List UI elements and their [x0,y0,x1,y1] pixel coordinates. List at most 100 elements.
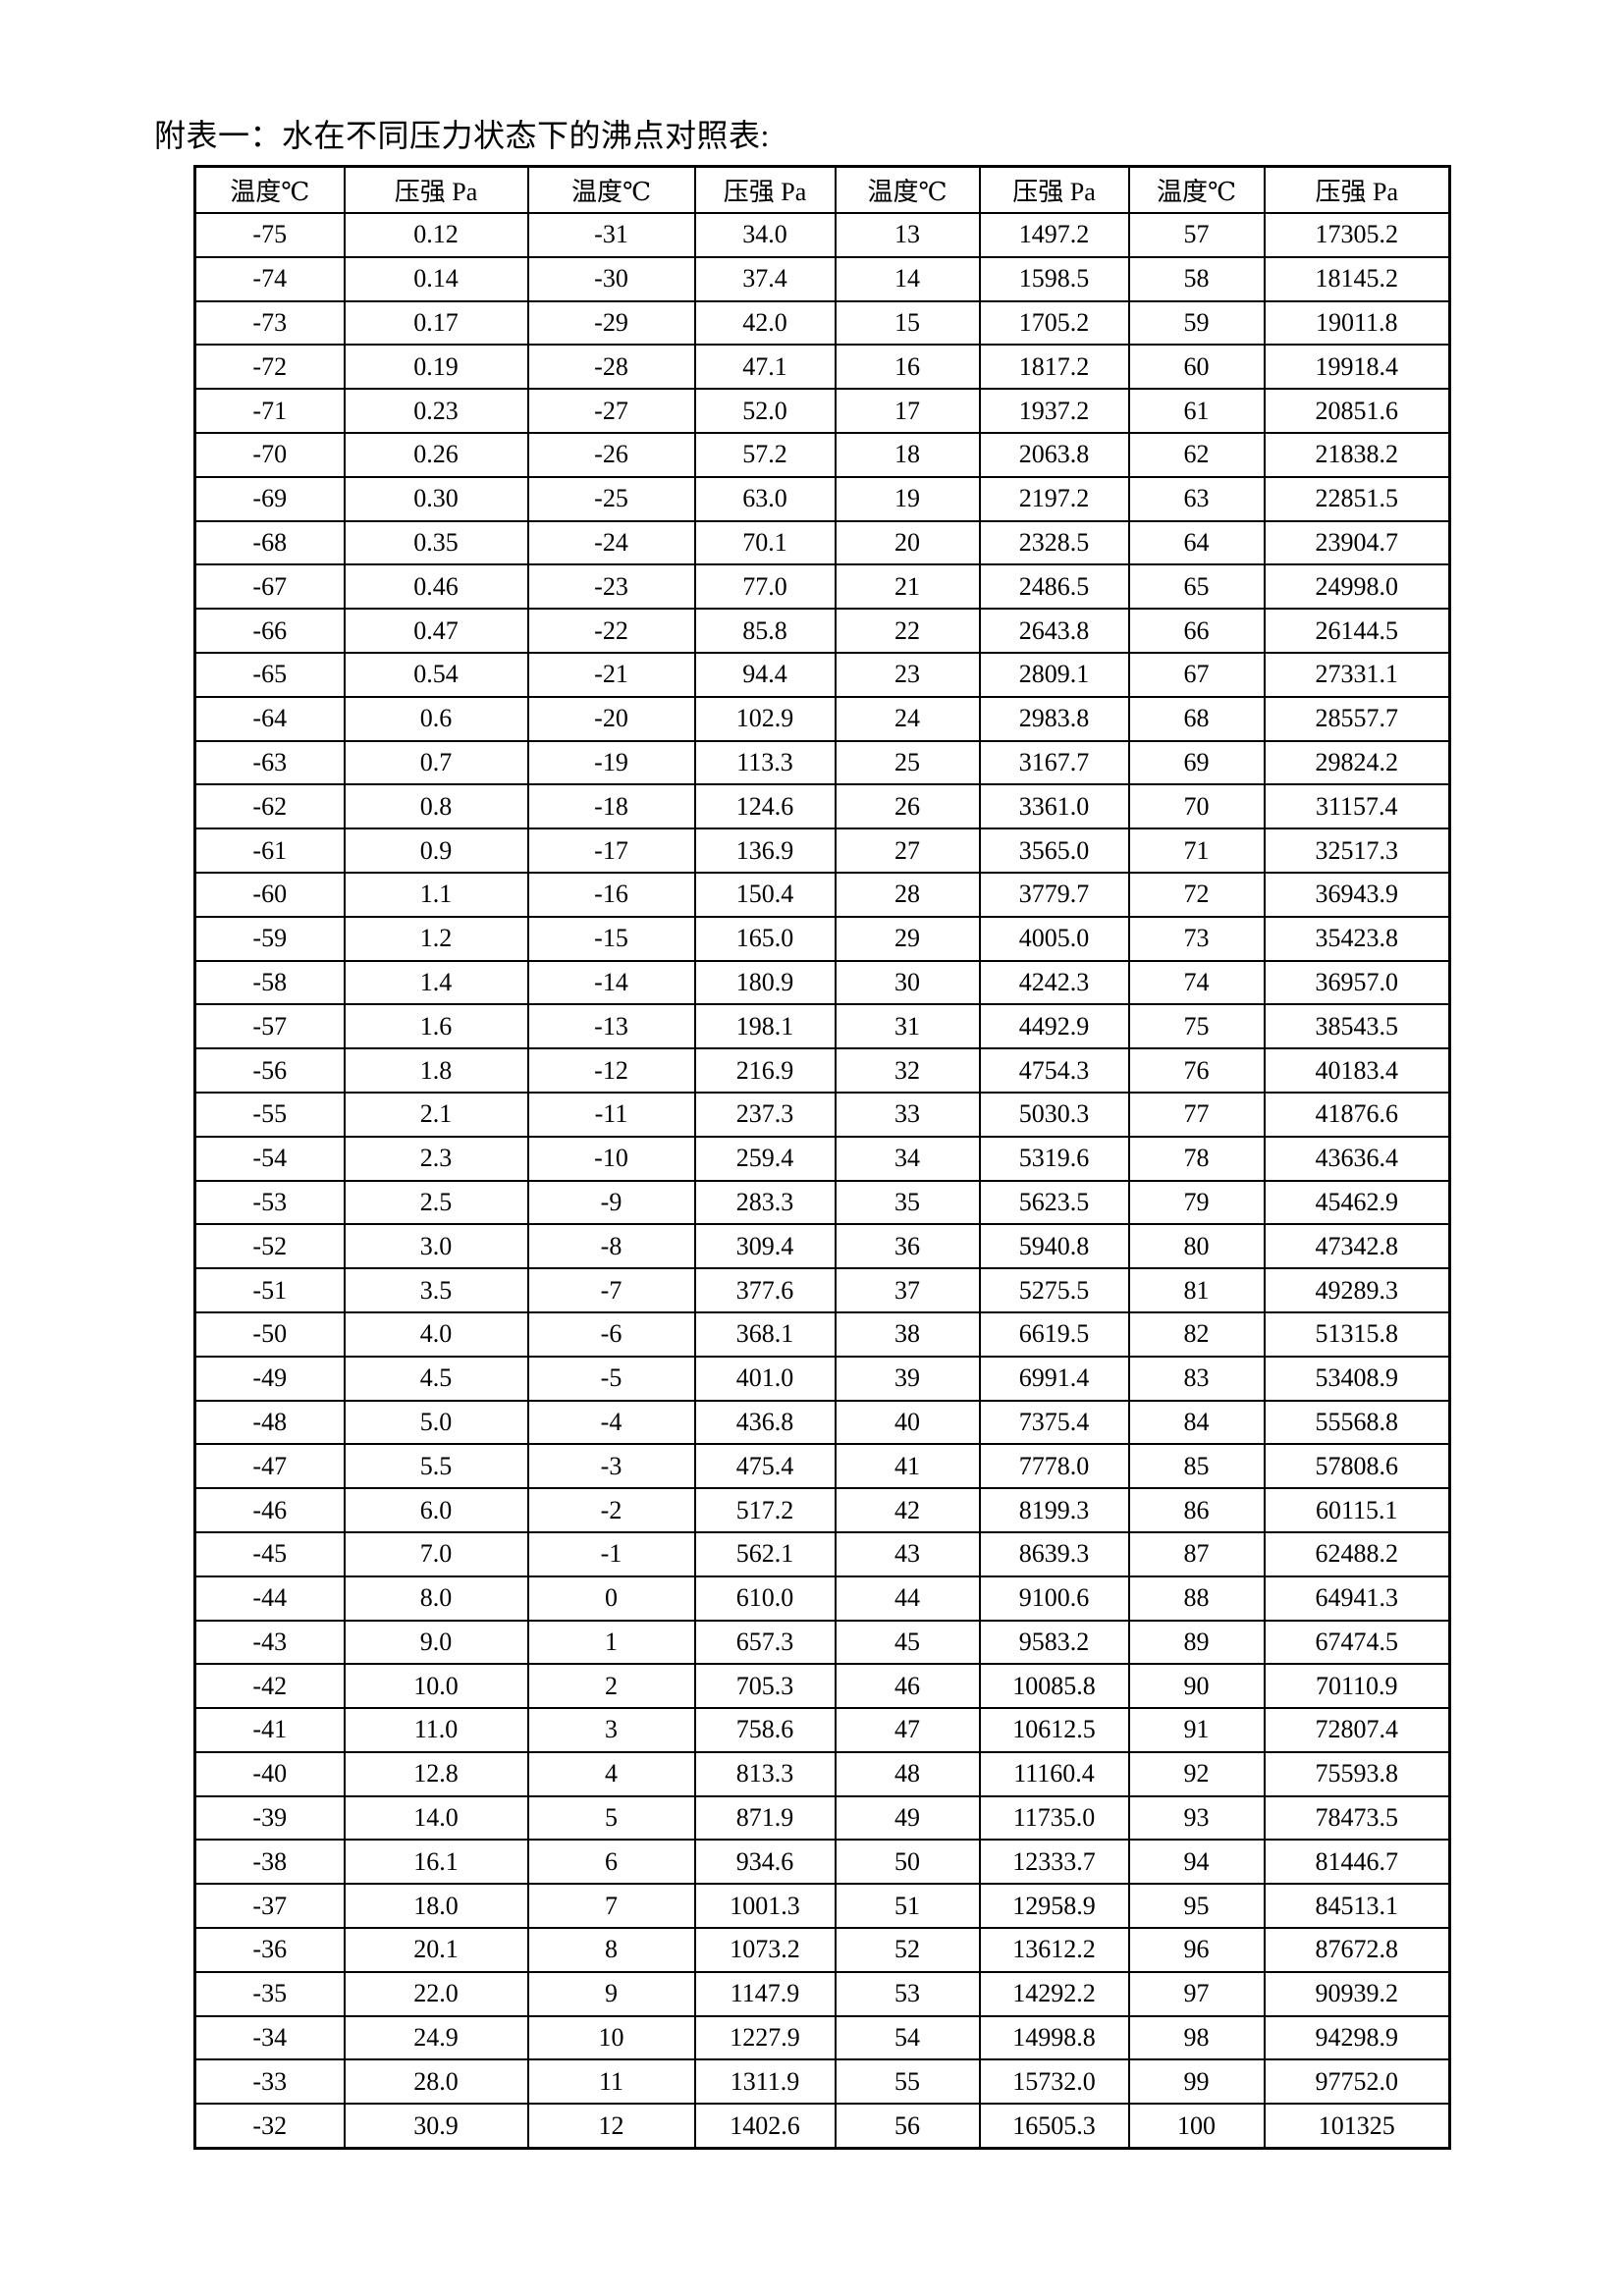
pressure-cell: 1001.3 [693,1883,837,1930]
pressure-cell: 19918.4 [1263,344,1451,391]
pressure-cell: 562.1 [693,1530,837,1577]
temperature-cell: 96 [1127,1927,1266,1973]
temperature-cell: 88 [1127,1575,1266,1622]
pressure-cell: 0.46 [343,563,529,611]
table-row: -58 1.4 -14 180.9 30 4242.3 74 36957.0 [193,959,1451,1006]
temperature-cell: 43 [834,1530,981,1577]
temperature-cell: 6 [526,1839,696,1886]
temperature-cell: -70 [193,431,346,478]
temperature-cell: -47 [193,1443,346,1490]
temperature-cell: -73 [193,299,346,347]
table-row: -49 4.5 -5 401.0 39 6991.4 83 53408.9 [193,1355,1451,1402]
temperature-cell: 22 [834,608,981,654]
temperature-cell: 63 [1127,475,1266,522]
temperature-cell: -28 [526,344,696,391]
temperature-cell: -24 [526,519,696,566]
temperature-cell: 62 [1127,431,1266,478]
temperature-cell: -27 [526,388,696,434]
pressure-cell: 3.0 [343,1223,529,1270]
pressure-cell: 52.0 [693,388,837,434]
pressure-cell: 4754.3 [978,1047,1130,1094]
temperature-cell: 4 [526,1750,696,1797]
temperature-cell: 49 [834,1794,981,1842]
pressure-cell: 70110.9 [1263,1663,1451,1710]
table-row: -44 8.0 0 610.0 44 9100.6 88 64941.3 [193,1575,1451,1622]
pressure-cell: 97752.0 [1263,2058,1451,2106]
temperature-cell: 42 [834,1487,981,1533]
temperature-cell: -9 [526,1179,696,1226]
pressure-cell: 28557.7 [1263,695,1451,742]
pressure-cell: 2063.8 [978,431,1130,478]
temperature-cell: -74 [193,255,346,302]
pressure-cell: 1227.9 [693,2014,837,2061]
pressure-cell: 11160.4 [978,1750,1130,1797]
temperature-cell: 83 [1127,1355,1266,1402]
header-cell-pressure: 压强 Pa [978,165,1130,214]
pressure-cell: 0.12 [343,212,529,258]
temperature-cell: -41 [193,1707,346,1753]
temperature-cell: 66 [1127,608,1266,654]
pressure-cell: 2197.2 [978,475,1130,522]
pressure-cell: 0.14 [343,255,529,302]
temperature-cell: -19 [526,739,696,786]
header-row: 温度℃ 压强 Pa 温度℃ 压强 Pa 温度℃ 压强 Pa 温度℃ 压强 Pa [193,165,1451,214]
table-row: -63 0.7 -19 113.3 25 3167.7 69 29824.2 [193,739,1451,786]
temperature-cell: 61 [1127,388,1266,434]
temperature-cell: 100 [1127,2103,1266,2150]
temperature-cell: 89 [1127,1619,1266,1666]
pressure-cell: 20.1 [343,1927,529,1973]
table-row: -47 5.5 -3 475.4 41 7778.0 85 57808.6 [193,1443,1451,1490]
pressure-cell: 102.9 [693,695,837,742]
pressure-cell: 19011.8 [1263,299,1451,347]
temperature-cell: 78 [1127,1135,1266,1182]
pressure-cell: 15732.0 [978,2058,1130,2106]
pressure-cell: 60115.1 [1263,1487,1451,1533]
pressure-cell: 11.0 [343,1707,529,1753]
temperature-cell: -62 [193,783,346,830]
pressure-cell: 1705.2 [978,299,1130,347]
temperature-cell: 47 [834,1707,981,1753]
pressure-cell: 4.5 [343,1355,529,1402]
pressure-cell: 38543.5 [1263,1003,1451,1050]
pressure-cell: 934.6 [693,1839,837,1886]
pressure-cell: 20851.6 [1263,388,1451,434]
table-row: -33 28.0 11 1311.9 55 15732.0 99 97752.0 [193,2058,1451,2106]
pressure-cell: 62488.2 [1263,1530,1451,1577]
pressure-cell: 150.4 [693,871,837,918]
pressure-cell: 6.0 [343,1487,529,1533]
pressure-cell: 4005.0 [978,915,1130,962]
pressure-cell: 5.0 [343,1399,529,1446]
temperature-cell: -66 [193,608,346,654]
pressure-cell: 2.1 [343,1091,529,1138]
temperature-cell: -26 [526,431,696,478]
table-row: -35 22.0 9 1147.9 53 14292.2 97 90939.2 [193,1970,1451,2017]
temperature-cell: -67 [193,563,346,611]
temperature-cell: 56 [834,2103,981,2150]
pressure-cell: 28.0 [343,2058,529,2106]
temperature-cell: 71 [1127,828,1266,874]
temperature-cell: 80 [1127,1223,1266,1270]
pressure-cell: 871.9 [693,1794,837,1842]
temperature-cell: 95 [1127,1883,1266,1930]
pressure-cell: 4492.9 [978,1003,1130,1050]
temperature-cell: -8 [526,1223,696,1270]
table-row: -34 24.9 10 1227.9 54 14998.8 98 94298.9 [193,2014,1451,2061]
temperature-cell: 68 [1127,695,1266,742]
temperature-cell: -53 [193,1179,346,1226]
pressure-cell: 0.47 [343,608,529,654]
table-row: -51 3.5 -7 377.6 37 5275.5 81 49289.3 [193,1267,1451,1313]
pressure-cell: 3.5 [343,1267,529,1313]
pressure-cell: 2486.5 [978,563,1130,611]
pressure-cell: 436.8 [693,1399,837,1446]
temperature-cell: -39 [193,1794,346,1842]
temperature-cell: -44 [193,1575,346,1622]
temperature-cell: 17 [834,388,981,434]
temperature-cell: -65 [193,651,346,698]
pressure-cell: 3361.0 [978,783,1130,830]
pressure-cell: 1.1 [343,871,529,918]
temperature-cell: 91 [1127,1707,1266,1753]
table-row: -69 0.30 -25 63.0 19 2197.2 63 22851.5 [193,475,1451,522]
pressure-cell: 377.6 [693,1267,837,1313]
temperature-cell: -43 [193,1619,346,1666]
temperature-cell: 1 [526,1619,696,1666]
